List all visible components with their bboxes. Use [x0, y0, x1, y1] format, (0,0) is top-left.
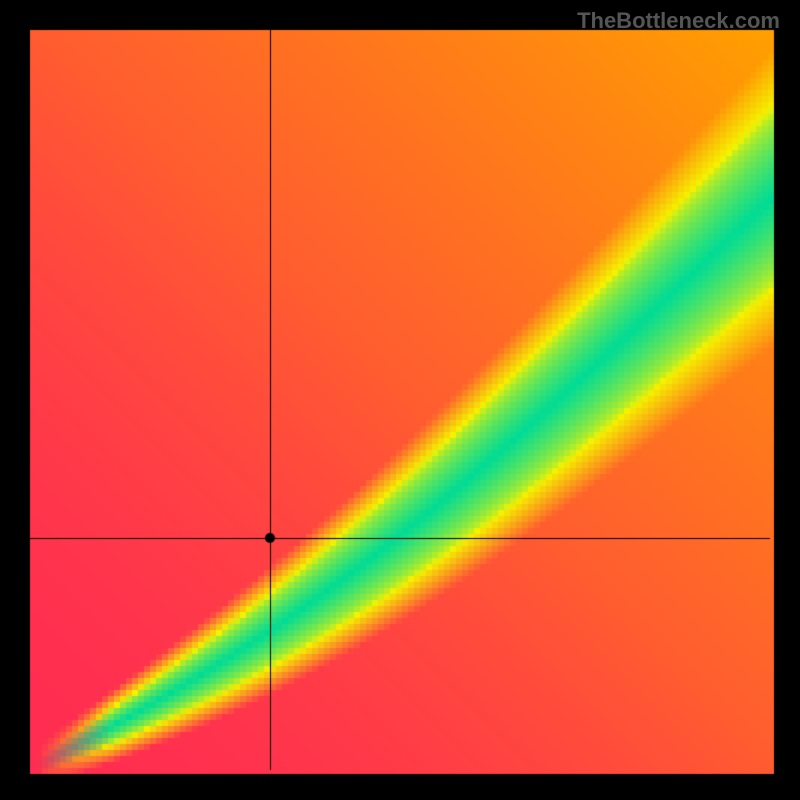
chart-container: TheBottleneck.com [0, 0, 800, 800]
watermark-text: TheBottleneck.com [577, 8, 780, 34]
bottleneck-heatmap [0, 0, 800, 800]
